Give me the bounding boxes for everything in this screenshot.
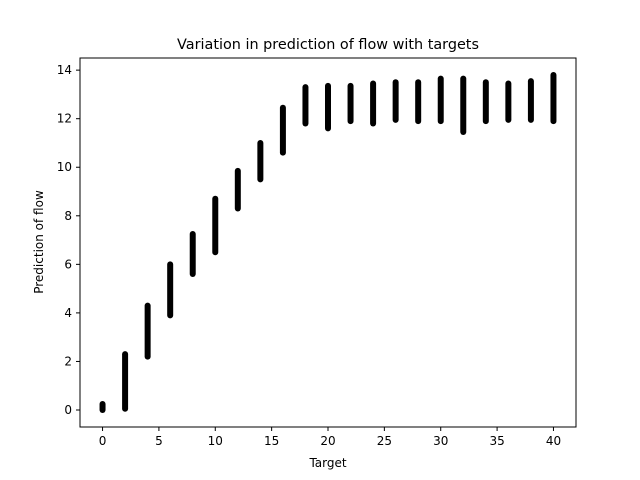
y-tick-label: 10 (57, 160, 72, 174)
data-points-layer (99, 71, 557, 414)
x-tick-label: 5 (155, 434, 163, 448)
y-tick-label: 0 (64, 403, 72, 417)
x-axis-ticks: 0 5 10 15 20 25 30 35 40 (99, 427, 561, 448)
chart-title: Variation in prediction of flow with tar… (177, 37, 479, 53)
x-tick-label: 20 (320, 434, 335, 448)
x-tick-label: 0 (99, 434, 107, 448)
x-tick-label: 40 (546, 434, 561, 448)
y-tick-label: 14 (57, 63, 72, 77)
x-tick-label: 25 (377, 434, 392, 448)
y-tick-label: 12 (57, 112, 72, 126)
y-tick-label: 2 (64, 354, 72, 368)
x-tick-label: 35 (489, 434, 504, 448)
x-axis-title: Target (308, 456, 346, 470)
y-tick-label: 4 (64, 306, 72, 320)
x-tick-label: 15 (264, 434, 279, 448)
x-tick-label: 30 (433, 434, 448, 448)
y-axis-ticks: 0 2 4 6 8 10 12 14 (57, 63, 80, 417)
y-tick-label: 6 (64, 257, 72, 271)
y-tick-label: 8 (64, 209, 72, 223)
x-tick-label: 10 (208, 434, 223, 448)
y-axis-title: Prediction of flow (32, 190, 46, 294)
